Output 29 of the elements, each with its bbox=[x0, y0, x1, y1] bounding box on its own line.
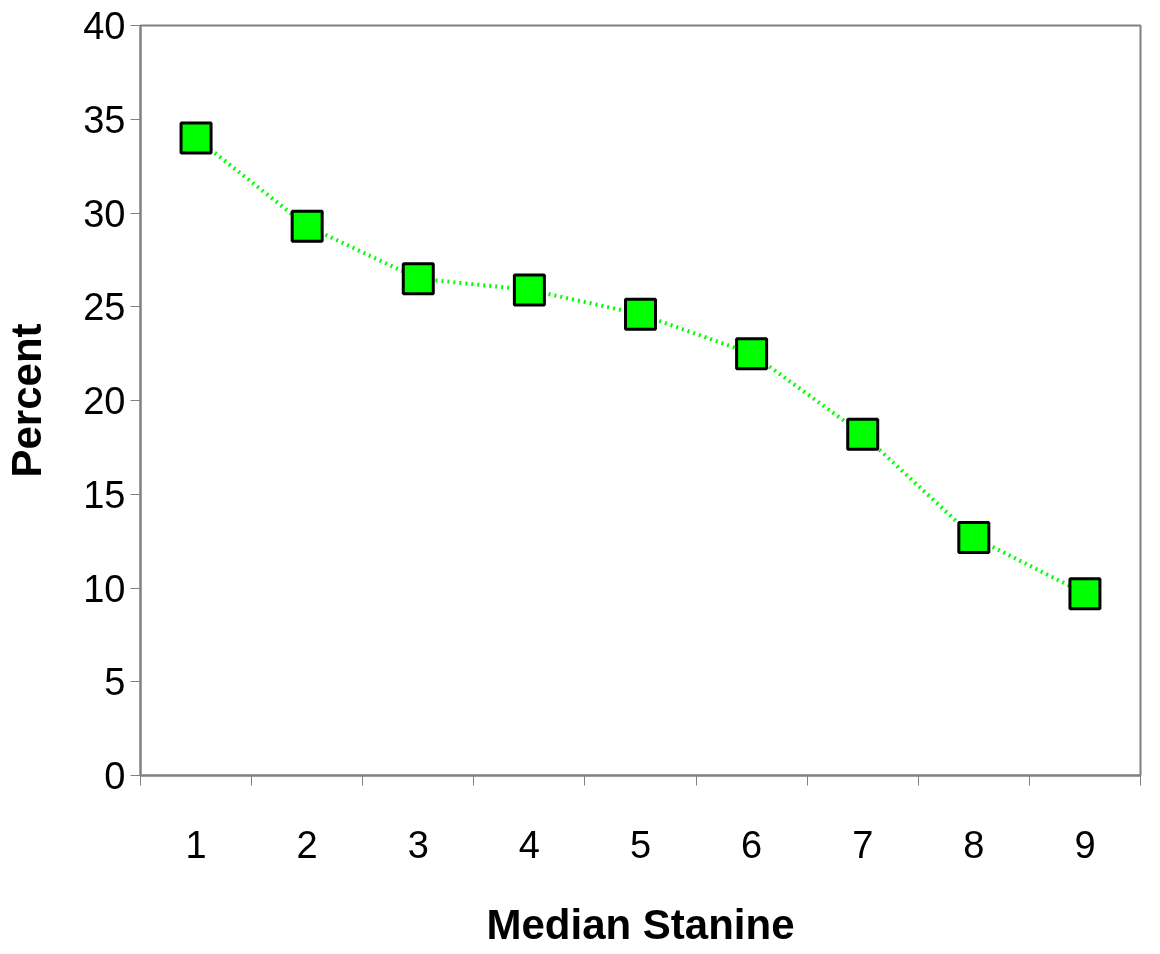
y-tick-label: 10 bbox=[83, 567, 126, 610]
x-tick-label: 1 bbox=[185, 823, 207, 866]
point bbox=[735, 337, 769, 371]
point bbox=[624, 297, 657, 331]
point bbox=[179, 121, 213, 155]
x-tick-label: 8 bbox=[963, 823, 985, 866]
y-tick-label: 40 bbox=[83, 5, 126, 47]
x-tick-label: 4 bbox=[518, 823, 540, 866]
y-tick-label: 25 bbox=[83, 286, 126, 329]
y-tick-label: 30 bbox=[83, 192, 126, 235]
y-tick-label: 20 bbox=[83, 380, 126, 422]
point bbox=[957, 520, 991, 554]
x-tick-label: 9 bbox=[1074, 823, 1096, 866]
point bbox=[846, 417, 880, 451]
y-tick-label: 0 bbox=[104, 755, 126, 797]
y-tick-label: 35 bbox=[83, 98, 126, 141]
y-tick-label: 5 bbox=[104, 661, 126, 704]
point bbox=[512, 273, 546, 307]
y-axis-title: Percent bbox=[3, 323, 51, 478]
point bbox=[1068, 577, 1102, 611]
x-tick-label: 2 bbox=[296, 823, 318, 866]
x-tick-label: 3 bbox=[407, 823, 429, 866]
point bbox=[401, 262, 435, 296]
y-tick-label: 15 bbox=[83, 473, 126, 516]
point bbox=[290, 209, 324, 243]
x-axis-title: Median Stanine bbox=[486, 900, 795, 948]
x-tick-label: 7 bbox=[852, 823, 874, 866]
x-tick-label: 6 bbox=[741, 823, 763, 866]
x-tick-label: 5 bbox=[629, 823, 652, 866]
